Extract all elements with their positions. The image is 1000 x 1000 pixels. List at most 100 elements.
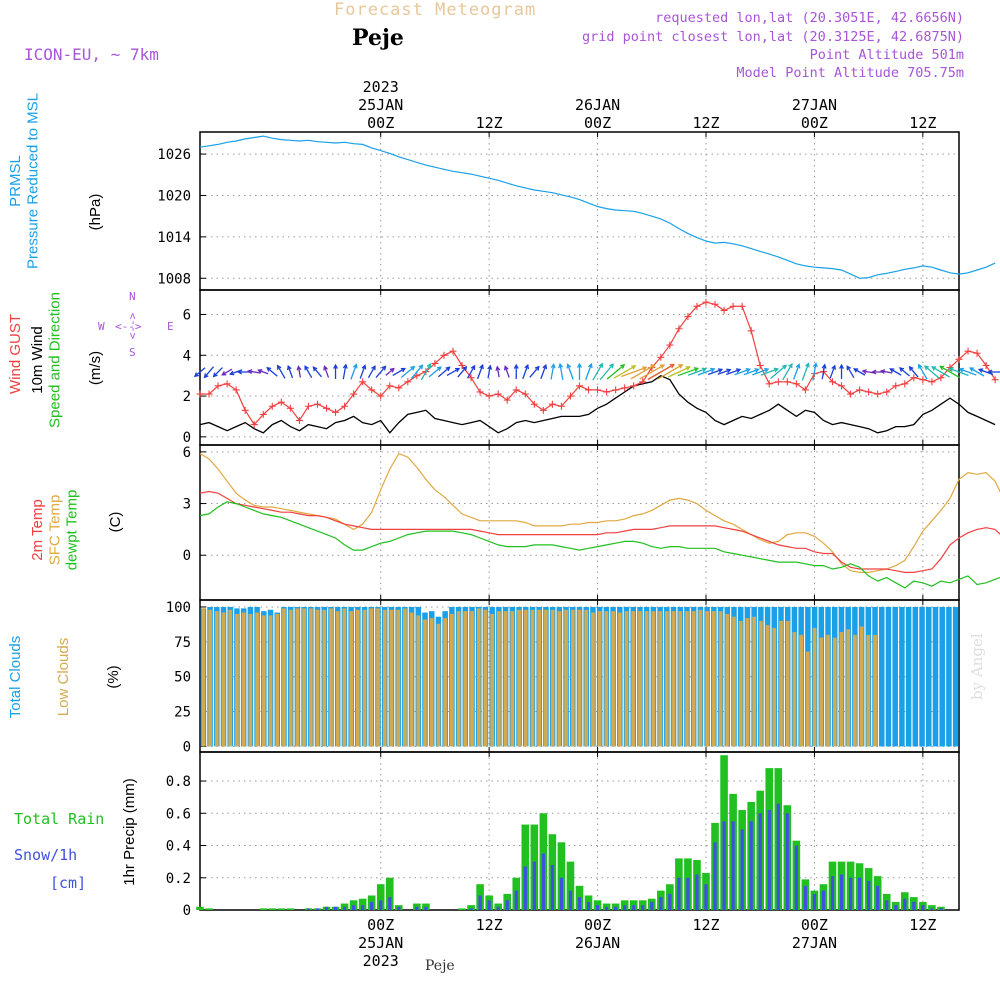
wind-arrow: [677, 367, 700, 377]
wind-arrow: [613, 365, 637, 379]
rain-bar: [566, 861, 575, 910]
snow-bar: [704, 884, 708, 910]
gust-marker: [657, 353, 665, 361]
gust-marker: [693, 302, 701, 310]
wind-arrow: [350, 363, 358, 380]
low-cloud-bar: [470, 611, 474, 747]
y-tick-label: 2: [183, 389, 191, 405]
gust-marker: [630, 382, 638, 390]
gust-marker: [286, 404, 294, 412]
point-altitude: Point Altitude 501m: [809, 47, 964, 63]
clouds-unit-line: (%): [105, 665, 122, 688]
compass-vertical-arrow: <-->: [126, 312, 139, 339]
location-name: Peje: [352, 25, 404, 51]
temp-unit-line: (C): [107, 512, 124, 533]
y-tick-label: 6: [183, 445, 191, 461]
low-cloud-bar: [705, 611, 709, 747]
wind-arrow: [467, 364, 476, 379]
snow-bar: [686, 877, 690, 910]
rain-bar: [467, 905, 475, 910]
low-cloud-bar: [355, 609, 360, 747]
wind-arrow: [630, 364, 656, 380]
wind-speed-line: [199, 374, 996, 434]
wind-arrow: [550, 363, 556, 380]
wind-arrow: [221, 368, 233, 376]
total-cloud-bar: [899, 606, 905, 747]
snow-bar: [505, 900, 509, 910]
wind-arrow: [446, 367, 461, 377]
gust-marker: [295, 417, 303, 425]
chart-title: Forecast Meteogram: [334, 0, 537, 20]
low-cloud-bar: [288, 609, 293, 747]
rain-bar: [205, 908, 213, 910]
wind-arrow: [889, 368, 902, 376]
total-cloud-bar: [932, 606, 939, 747]
low-cloud-bar: [403, 608, 407, 747]
gust-marker: [232, 386, 240, 394]
wind-arrow: [312, 366, 322, 378]
snow-bar: [541, 853, 545, 910]
top-time-label: 27JAN: [792, 96, 837, 114]
low-cloud-bar: [832, 637, 837, 747]
low-cloud-bar: [691, 611, 696, 747]
y-tick-label: 0: [183, 903, 191, 919]
gust-marker: [838, 382, 846, 390]
wind-gust-axis-label-line: Wind GUST: [7, 314, 24, 394]
wind-arrow: [401, 365, 416, 378]
low-cloud-bar: [510, 611, 515, 747]
wind-arrow: [276, 364, 286, 379]
top-time-label: 12Z: [692, 114, 719, 132]
y-tick-label: 1026: [157, 147, 191, 163]
low-cloud-bar: [463, 611, 468, 747]
wind-arrow: [304, 365, 313, 379]
low-clouds-axis-label: Low Clouds: [55, 638, 72, 716]
gust-marker: [892, 382, 900, 390]
low-cloud-bar: [846, 629, 851, 747]
wind-arrow: [193, 367, 206, 378]
wind-arrow: [286, 364, 294, 379]
wind-arrow: [871, 369, 883, 375]
pressure-axis-label-line: PRMSL: [7, 155, 24, 207]
low-cloud-bar: [396, 609, 401, 747]
low-cloud-bar: [564, 609, 568, 747]
gust-marker: [341, 402, 349, 410]
wind-arrow: [410, 364, 424, 380]
snow-bar: [424, 906, 428, 910]
wind-arrow: [203, 366, 215, 379]
gust-marker: [729, 302, 737, 310]
wind-arrow: [247, 369, 261, 374]
precip-axis-label-line: 1hr Precip (mm): [121, 778, 138, 886]
wind-arrow: [257, 368, 269, 375]
gust-marker: [512, 386, 520, 394]
low-cloud-bar: [228, 609, 233, 747]
rain-legend-label: Total Rain: [14, 810, 104, 828]
wind-arrow: [752, 367, 770, 376]
top-time-label: 12Z: [909, 114, 936, 132]
wind-arrow: [621, 366, 648, 378]
low-cloud-bar: [591, 612, 595, 747]
y-tick-label: 0: [183, 430, 191, 446]
gust-marker: [756, 361, 764, 369]
pressure-line: [199, 135, 996, 279]
low-cloud-bar: [772, 627, 777, 747]
snow-bar: [749, 821, 753, 910]
total-cloud-bar: [939, 606, 945, 747]
snow-bar: [641, 905, 645, 910]
snow-bar: [803, 885, 808, 910]
rain-bar: [358, 898, 367, 910]
gust-marker: [928, 378, 936, 386]
snow-bar: [794, 845, 798, 910]
wind-arrow: [476, 363, 484, 380]
snow-bar: [921, 905, 925, 910]
gust-marker: [964, 347, 972, 355]
wind-arrow: [898, 367, 910, 377]
model-name: ICON-EU, ~ 7km: [24, 45, 159, 64]
low-cloud-bar: [859, 626, 864, 747]
wind-arrow: [923, 365, 940, 379]
low-cloud-bar: [315, 609, 320, 747]
low-cloud-bar: [295, 608, 300, 747]
low-cloud-bar: [261, 615, 266, 747]
low-cloud-bar: [275, 613, 280, 747]
gust-marker: [431, 359, 439, 367]
